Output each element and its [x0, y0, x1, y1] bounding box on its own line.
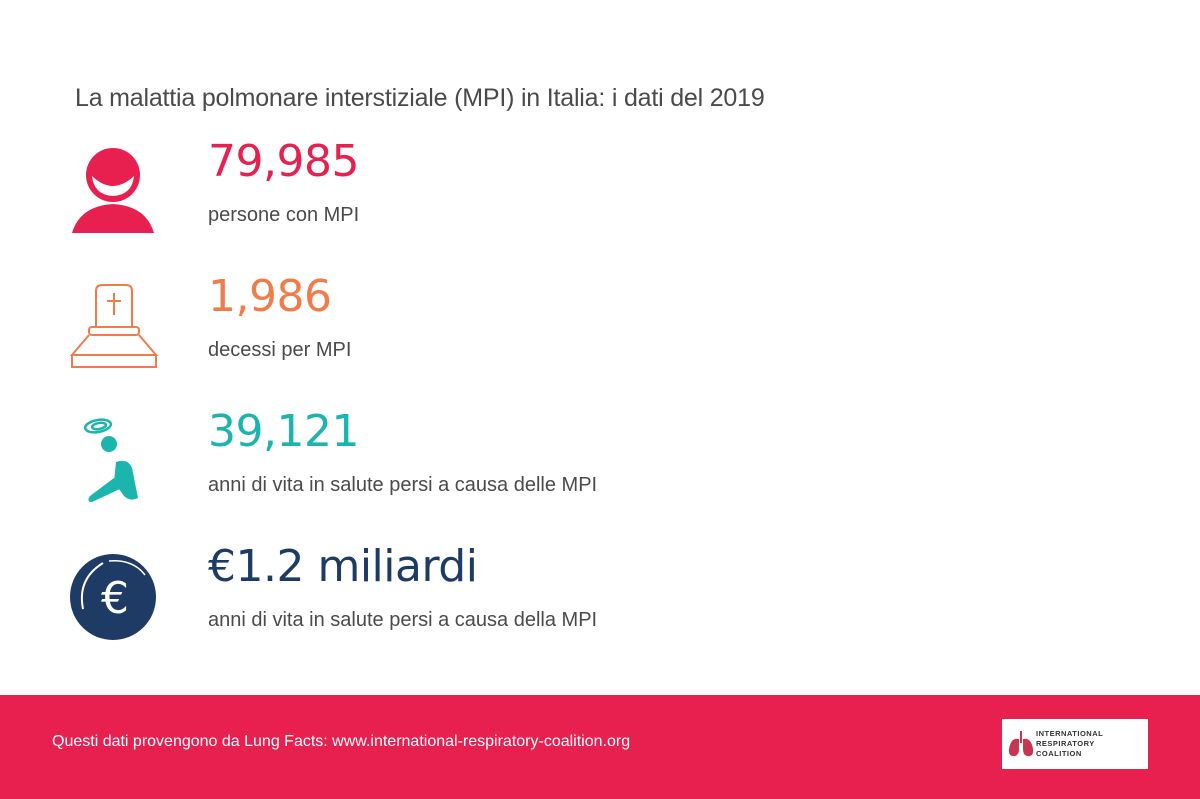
- page-title: La malattia polmonare interstiziale (MPI…: [75, 84, 765, 112]
- svg-text:€: €: [101, 573, 129, 624]
- stat-value: 1,986: [208, 271, 332, 322]
- logo-line: COALITION: [1036, 749, 1082, 758]
- person-icon: [68, 148, 158, 243]
- logo-text: INTERNATIONAL RESPIRATORY COALITION: [1036, 729, 1103, 759]
- logo-line: RESPIRATORY: [1036, 739, 1095, 748]
- stat-label: decessi per MPI: [208, 339, 352, 361]
- stat-value: 39,121: [208, 406, 359, 457]
- stat-label: persone con MPI: [208, 204, 360, 226]
- stat-label: anni di vita in salute persi a causa del…: [208, 609, 598, 631]
- footer: Questi dati provengono da Lung Facts: ww…: [0, 695, 1200, 799]
- irc-logo: INTERNATIONAL RESPIRATORY COALITION: [1002, 719, 1148, 769]
- gravestone-icon: [68, 281, 160, 376]
- stat-value: 79,985: [208, 136, 359, 187]
- euro-coin-icon: €: [69, 553, 157, 646]
- stat-value: €1.2 miliardi: [208, 541, 478, 592]
- source-text: Questi dati provengono da Lung Facts: ww…: [52, 733, 631, 750]
- dizzy-person-icon: [78, 416, 148, 511]
- stat-label: anni di vita in salute persi a causa del…: [208, 474, 598, 496]
- logo-line: INTERNATIONAL: [1036, 729, 1104, 738]
- lungs-icon: [1008, 731, 1034, 757]
